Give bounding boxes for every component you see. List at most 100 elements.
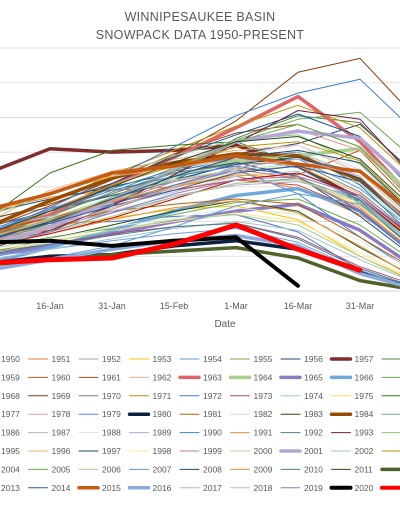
series-line-2021 (0, 222, 363, 273)
x-tick-label: 31-Jan (98, 301, 126, 311)
series-line-2008 (0, 149, 400, 238)
legend-label: 1963 (203, 372, 222, 382)
legend-label: 2008 (203, 464, 222, 474)
x-tick-label: 15-Feb (160, 301, 189, 311)
legend-label: 1991 (254, 428, 273, 438)
legend-label: 2013 (1, 483, 20, 493)
legend-label: 2019 (304, 483, 323, 493)
legend-label: 2006 (102, 464, 121, 474)
series-line-2009 (0, 174, 400, 241)
series-line-1976 (0, 141, 400, 238)
legend-label: 1981 (203, 409, 222, 419)
legend-label: 1969 (52, 391, 71, 401)
series-line-2019 (0, 175, 400, 246)
legend-label: 1968 (1, 391, 20, 401)
legend-label: 1979 (102, 409, 121, 419)
series-line-2018 (0, 179, 400, 244)
legend-label: 1993 (355, 428, 374, 438)
legend-label: 1987 (52, 428, 71, 438)
legend-label: 1975 (355, 391, 374, 401)
legend-label: 1961 (102, 372, 121, 382)
series-line-2011 (0, 136, 400, 230)
series-line-1984 (0, 152, 400, 224)
legend-label: 1986 (1, 428, 20, 438)
chart-title-line-2: SNOWPACK DATA 1950-PRESENT (96, 28, 305, 42)
legend-label: 1966 (355, 372, 374, 382)
legend-label: 2007 (153, 464, 172, 474)
series-lines (0, 57, 400, 290)
legend-label: 1953 (153, 354, 172, 364)
legend-label: 1990 (203, 428, 222, 438)
legend-label: 1959 (1, 372, 20, 382)
series-line-1966 (0, 186, 400, 262)
legend-label: 2000 (254, 446, 273, 456)
legend-label: 1999 (203, 446, 222, 456)
legend-label: 1950 (1, 354, 20, 364)
series-line-2005 (0, 123, 400, 241)
legend-label: 1989 (153, 428, 172, 438)
legend-label: 1972 (203, 391, 222, 401)
legend-label: 2002 (355, 446, 374, 456)
legend-label: 1996 (52, 446, 71, 456)
x-axis-title: Date (214, 319, 236, 330)
series-line-1988 (0, 207, 400, 264)
legend-label: 2018 (254, 483, 273, 493)
series-line-2015 (0, 153, 400, 209)
series-line-1963 (0, 94, 400, 234)
legend-label: 1997 (102, 446, 121, 456)
series-line-2004 (0, 165, 400, 245)
legend-label: 1951 (52, 354, 71, 364)
chart-title-line-1: WINNIPESAUKEE BASIN (125, 10, 276, 24)
legend-label: 1965 (304, 372, 323, 382)
series-line-2017 (0, 158, 400, 240)
legend-label: 2009 (254, 464, 273, 474)
legend-label: 1978 (52, 409, 71, 419)
legend-label: 2005 (52, 464, 71, 474)
legend-label: 2011 (355, 464, 374, 474)
x-tick-label: 1-Mar (224, 301, 248, 311)
x-tick-label: 16-Jan (36, 301, 64, 311)
legend-label: 1998 (153, 446, 172, 456)
legend-label: 1955 (254, 354, 273, 364)
legend-label: 2016 (153, 483, 172, 493)
series-line-2001 (0, 129, 400, 246)
legend-label: 2020 (355, 483, 374, 493)
legend-label: 1970 (102, 391, 121, 401)
legend-label: 1988 (102, 428, 121, 438)
legend-label: 1980 (153, 409, 172, 419)
legend-label: 1964 (254, 372, 273, 382)
legend-label: 2015 (102, 483, 121, 493)
legend-label: 1984 (355, 409, 374, 419)
series-line-2000 (0, 163, 400, 236)
legend-label: 2004 (1, 464, 20, 474)
x-tick-label: 31-Mar (346, 301, 375, 311)
legend-label: 1962 (153, 372, 172, 382)
legend-label: 2010 (304, 464, 323, 474)
legend-label: 1960 (52, 372, 71, 382)
legend: 1950195119521953195419551956195719581959… (1, 354, 400, 493)
legend-label: 1952 (102, 354, 121, 364)
series-line-2014 (0, 165, 400, 237)
legend-label: 1956 (304, 354, 323, 364)
x-tick-label: 16-Mar (284, 301, 313, 311)
series-line-1955 (0, 198, 400, 253)
series-line-1972 (0, 78, 400, 230)
legend-label: 2017 (203, 483, 222, 493)
series-line-1986 (0, 179, 400, 243)
series-line-2013 (0, 172, 400, 245)
series-line-1999 (0, 169, 400, 243)
legend-label: 1983 (304, 409, 323, 419)
legend-label: 2001 (304, 446, 323, 456)
series-line-1970 (0, 162, 400, 229)
legend-label: 1995 (1, 446, 20, 456)
legend-label: 2014 (52, 483, 71, 493)
series-line-2020 (0, 235, 300, 288)
legend-label: 1974 (304, 391, 323, 401)
legend-label: 1992 (304, 428, 323, 438)
series-line-1975 (0, 172, 400, 244)
legend-label: 1971 (153, 391, 172, 401)
legend-label: 1973 (254, 391, 273, 401)
legend-label: 1957 (355, 354, 374, 364)
